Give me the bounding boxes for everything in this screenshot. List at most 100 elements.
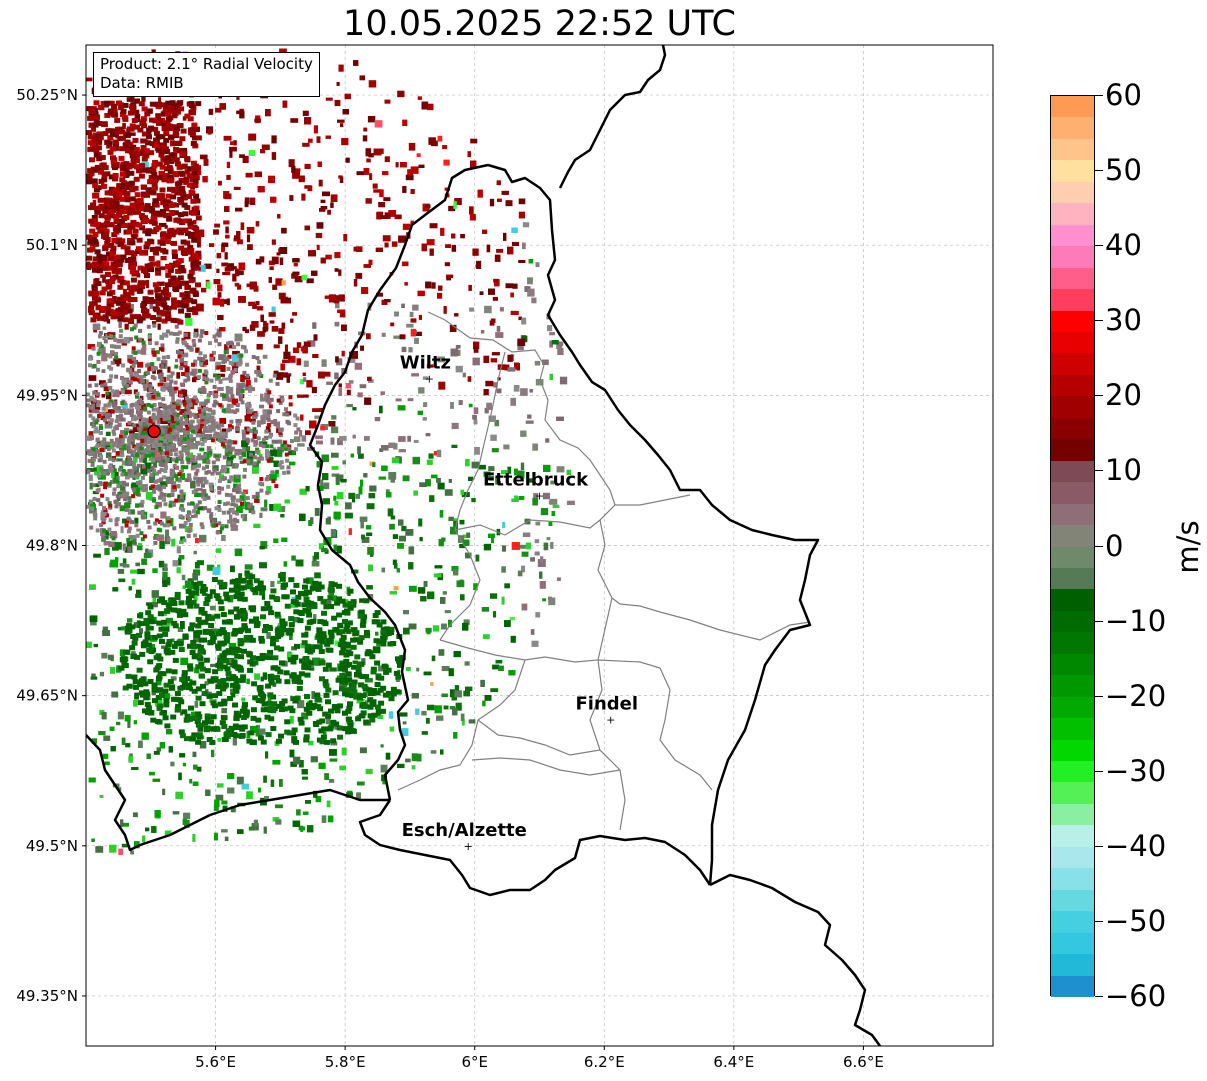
echo-pixel — [470, 138, 478, 144]
echo-pixel — [183, 332, 188, 337]
echo-pixel — [139, 446, 144, 451]
echo-pixel — [254, 498, 259, 503]
echo-pixel — [385, 752, 391, 760]
echo-pixel — [95, 846, 104, 853]
echo-pixel — [145, 548, 149, 557]
echo-pixel — [338, 383, 342, 388]
echo-pixel — [121, 737, 126, 745]
echo-pixel — [401, 728, 409, 737]
echo-pixel — [86, 234, 93, 240]
echo-pixel — [393, 586, 399, 591]
echo-pixel — [418, 164, 425, 168]
echo-pixel — [115, 475, 120, 480]
echo-pixel — [443, 159, 450, 166]
echo-pixel — [237, 483, 242, 488]
echo-pixel — [161, 376, 167, 382]
echo-pixel — [88, 363, 92, 368]
echo-pixel — [180, 657, 189, 666]
echo-pixel — [417, 410, 423, 415]
echo-pixel — [164, 465, 168, 470]
echo-pixel — [112, 491, 116, 496]
echo-pixel — [202, 438, 207, 443]
echo-pixel — [181, 389, 188, 398]
echo-pixel — [384, 242, 389, 248]
echo-pixel — [131, 651, 136, 655]
echo-pixel — [174, 364, 179, 369]
echo-pixel — [433, 573, 442, 578]
echo-pixel — [136, 488, 141, 493]
echo-pixel — [159, 467, 164, 472]
echo-pixel — [425, 204, 431, 208]
echo-pixel — [336, 358, 343, 366]
echo-pixel — [242, 459, 247, 464]
echo-pixel — [180, 357, 185, 362]
echo-pixel — [165, 435, 170, 440]
echo-pixel — [316, 244, 320, 250]
echo-pixel — [348, 492, 356, 499]
echo-pixel — [430, 682, 434, 686]
echo-pixel — [327, 815, 334, 823]
echo-pixel — [101, 518, 106, 523]
echo-pixel — [230, 409, 235, 414]
echo-pixel — [162, 788, 166, 796]
echo-pixel — [342, 460, 346, 465]
echo-pixel — [108, 186, 115, 192]
echo-pixel — [127, 496, 132, 504]
echo-pixel — [104, 761, 110, 766]
echo-pixel — [333, 295, 340, 304]
echo-pixel — [111, 162, 118, 168]
echo-pixel — [482, 634, 490, 639]
echo-pixel — [422, 376, 429, 380]
echo-pixel — [226, 484, 231, 489]
echo-pixel — [278, 428, 283, 433]
echo-pixel — [146, 134, 152, 140]
echo-pixel — [144, 487, 148, 492]
echo-pixel — [142, 456, 147, 463]
echo-pixel — [305, 486, 310, 492]
echo-pixel — [171, 502, 176, 507]
echo-pixel — [195, 347, 200, 353]
echo-pixel — [126, 537, 131, 542]
echo-pixel — [132, 433, 139, 440]
echo-pixel — [318, 543, 324, 550]
echo-pixel — [102, 336, 107, 341]
echo-pixel — [94, 209, 101, 215]
echo-pixel — [169, 404, 177, 409]
echo-pixel — [136, 273, 141, 278]
echo-pixel — [179, 409, 187, 415]
echo-pixel — [153, 130, 160, 136]
echo-pixel — [171, 395, 175, 403]
echo-pixel — [217, 500, 222, 504]
echo-pixel — [497, 198, 502, 202]
echo-pixel — [380, 744, 384, 748]
echo-pixel — [247, 388, 252, 393]
echo-pixel — [394, 214, 402, 220]
echo-pixel — [145, 140, 151, 146]
echo-pixel — [233, 186, 241, 190]
echo-pixel — [510, 292, 514, 298]
echo-pixel — [341, 350, 345, 357]
echo-pixel — [234, 333, 243, 342]
echo-pixel — [168, 503, 173, 508]
echo-pixel — [222, 377, 230, 381]
echo-pixel — [194, 562, 200, 569]
echo-pixel — [129, 468, 136, 477]
echo-pixel — [261, 592, 266, 600]
echo-pixel — [557, 348, 564, 355]
echo-pixel — [134, 416, 139, 421]
echo-pixel — [132, 425, 138, 430]
echo-pixel — [313, 790, 318, 798]
echo-pixel — [263, 826, 267, 834]
echo-pixel — [100, 415, 107, 421]
echo-pixel — [168, 389, 177, 394]
echo-pixel — [87, 383, 92, 388]
echo-pixel — [109, 442, 115, 450]
echo-pixel — [97, 348, 102, 353]
echo-pixel — [153, 202, 160, 208]
echo-pixel — [411, 765, 416, 770]
echo-pixel — [178, 514, 183, 519]
echo-pixel — [233, 368, 238, 373]
echo-pixel — [282, 359, 290, 363]
echo-pixel — [341, 138, 349, 146]
echo-pixel — [235, 486, 240, 491]
